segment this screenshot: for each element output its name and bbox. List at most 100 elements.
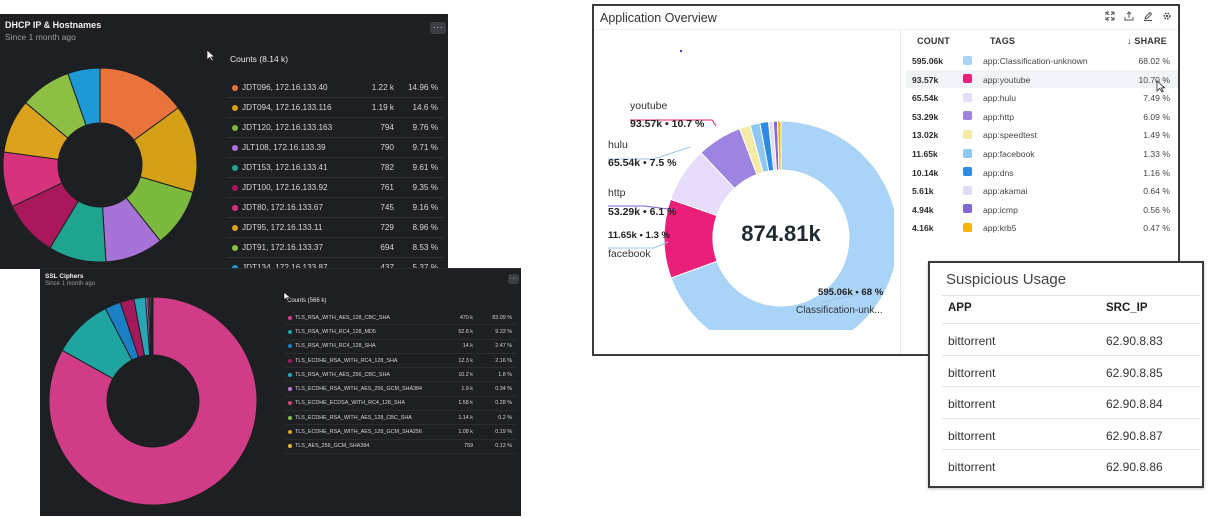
app-table-row[interactable]: 5.61k app:akamai 0.64 % — [906, 181, 1178, 200]
ssl-legend-label: TLS_ECDHE_RSA_WITH_RC4_128_SHA — [295, 357, 398, 364]
dhcp-more-button[interactable]: ··· — [430, 22, 446, 34]
edit-icon[interactable] — [1142, 10, 1153, 21]
ssl-legend-label: TLS_RSA_WITH_RC4_128_MD5 — [295, 328, 376, 335]
app-row-count: 10.14k — [912, 167, 939, 178]
app-row-tag: app:youtube — [983, 74, 1031, 85]
slice-label-http-name: http — [608, 187, 626, 199]
app-row-tag: app:speedtest — [983, 130, 1037, 141]
ssl-legend-swatch — [288, 415, 292, 420]
ssl-legend-swatch — [288, 430, 292, 435]
suspicious-title: Suspicious Usage — [946, 271, 1067, 288]
ssl-legend-row[interactable]: TLS_AES_256_GCM_SHA384 759 0.13 % — [285, 440, 517, 454]
dhcp-legend-count: 694 — [380, 243, 394, 252]
dhcp-legend-swatch — [232, 244, 238, 251]
ssl-legend-swatch — [288, 372, 292, 377]
ssl-legend-row[interactable]: TLS_RSA_WITH_AES_128_CBC_SHA 470 k 83.09 % — [285, 311, 517, 326]
ssl-legend-row[interactable]: TLS_ECDHE_ECDSA_WITH_RC4_128_SHA 1.58 k 0.… — [285, 397, 517, 412]
app-row-count: 93.57k — [912, 74, 939, 85]
app-row-count: 4.16k — [912, 223, 934, 234]
ssl-legend-label: TLS_ECDHE_ECDSA_WITH_RC4_128_SHA — [295, 400, 405, 407]
app-table-row[interactable]: 13.02k app:speedtest 1.49 % — [906, 125, 1178, 144]
dhcp-legend-count: 794 — [380, 123, 394, 132]
app-table-row[interactable]: 53.29k app:http 6.09 % — [906, 107, 1178, 126]
dhcp-legend-swatch — [232, 204, 238, 211]
dhcp-legend-label: JLT108, 172.16.133.39 — [242, 143, 326, 152]
ssl-legend-row[interactable]: TLS_ECDHE_RSA_WITH_AES_256_GCM_SHA384 1.9… — [285, 383, 517, 397]
app-row-swatch — [963, 111, 972, 121]
app-table-row[interactable]: 11.65k app:facebook 1.33 % — [906, 144, 1178, 163]
suspicious-table-row[interactable]: bittorrent 62.90.8.85 — [942, 354, 1200, 387]
app-table-row[interactable]: 10.14k app:dns 1.16 % — [906, 163, 1178, 182]
gear-icon[interactable] — [1161, 10, 1172, 21]
app-row-share: 0.56 % — [1143, 204, 1170, 215]
suspicious-row-src-ip: 62.90.8.86 — [1106, 460, 1163, 474]
ssl-slice-0[interactable] — [48, 296, 258, 506]
dhcp-legend-count: 745 — [380, 203, 394, 212]
ssl-legend-percent: 2.16 % — [495, 357, 512, 364]
app-total-value: 874.81k — [741, 221, 821, 246]
dhcp-legend-row[interactable]: JDT153, 172.16.133.41 782 9.61 % — [226, 158, 444, 178]
app-row-swatch — [963, 185, 972, 195]
dhcp-legend-row[interactable]: JDT094, 172.16.133.116 1.19 k 14.6 % — [226, 98, 444, 118]
app-slice-9[interactable] — [776, 120, 782, 171]
ssl-legend-percent: 0.34 % — [495, 386, 512, 393]
app-row-count: 65.54k — [912, 93, 939, 104]
ssl-legend-row[interactable]: TLS_RSA_WITH_AES_256_CBC_SHA 10.2 k 1.8 % — [285, 368, 517, 383]
slice-label-youtube-name: youtube — [630, 100, 668, 112]
ssl-legend-row[interactable]: TLS_RSA_WITH_RC4_128_MD5 52.8 k 9.33 % — [285, 325, 517, 340]
dhcp-legend-percent: 5.37 % — [413, 263, 439, 272]
col-header-share[interactable]: ↓ SHARE — [1127, 36, 1167, 46]
suspicious-row-src-ip: 62.90.8.85 — [1106, 365, 1163, 380]
dhcp-legend-percent: 9.76 % — [412, 123, 439, 132]
suspicious-table-row[interactable]: bittorrent 62.90.8.83 — [942, 323, 1200, 355]
ssl-legend-row[interactable]: TLS_RSA_WITH_RC4_128_SHA 14 k 2.47 % — [285, 340, 517, 354]
dhcp-slice-9[interactable] — [67, 67, 101, 127]
app-table-row[interactable]: 595.06k app:Classification-unknown 68.02 % — [906, 51, 1178, 70]
suspicious-table-row[interactable]: bittorrent 62.90.8.86 — [942, 449, 1200, 481]
suspicious-table-row[interactable]: bittorrent 62.90.8.84 — [942, 386, 1200, 418]
dhcp-legend-label: JDT096, 172.16.133.40 — [242, 83, 328, 92]
app-row-count: 13.02k — [912, 130, 939, 141]
app-row-count: 5.61k — [912, 186, 934, 197]
export-icon[interactable] — [1123, 10, 1134, 21]
app-table-row[interactable]: 93.57k app:youtube 10.70 % — [906, 69, 1178, 89]
app-row-share: 1.33 % — [1143, 149, 1170, 159]
col-header-app[interactable]: APP — [948, 302, 972, 314]
dhcp-legend-swatch — [232, 164, 238, 171]
ssl-legend-row[interactable]: TLS_ECDHE_RSA_WITH_RC4_128_SHA 12.3 k 2.16… — [285, 354, 517, 369]
expand-icon[interactable] — [1104, 10, 1115, 21]
dhcp-legend-row[interactable]: JDT80, 172.16.133.67 745 9.16 % — [226, 198, 444, 218]
app-table-row[interactable]: 4.94k app:icmp 0.56 % — [906, 200, 1178, 219]
app-row-tag: app:krb5 — [983, 223, 1017, 234]
dhcp-legend-swatch — [232, 104, 238, 111]
dhcp-subtitle: Since 1 month ago — [5, 32, 76, 42]
dhcp-legend-count: 761 — [380, 183, 394, 192]
ssl-legend-swatch — [288, 387, 292, 392]
dhcp-legend-row[interactable]: JDT95, 172.16.133.11 729 8.96 % — [226, 218, 444, 238]
app-table-row[interactable]: 4.16k app:krb5 0.47 % — [906, 218, 1178, 237]
dhcp-legend-row[interactable]: JDT91, 172.16.133.37 694 8.53 % — [226, 238, 444, 258]
app-row-swatch — [963, 55, 972, 65]
dhcp-legend-row[interactable]: JLT108, 172.16.133.39 790 9.71 % — [226, 138, 444, 158]
col-header-count[interactable]: COUNT — [917, 36, 950, 46]
dhcp-legend-swatch — [232, 184, 238, 191]
dhcp-legend-row[interactable]: JDT100, 172.16.133.92 761 9.35 % — [226, 178, 444, 198]
col-header-src-ip[interactable]: SRC_IP — [1106, 302, 1148, 314]
dhcp-legend-row[interactable]: JDT096, 172.16.133.40 1.22 k 14.96 % — [226, 78, 444, 98]
dhcp-legend-row[interactable]: JDT120, 172.16.133.163 794 9.76 % — [226, 118, 444, 138]
ssl-legend-row[interactable]: TLS_ECDHE_RSA_WITH_AES_128_CBC_SHA 1.14 k… — [285, 411, 517, 426]
app-table-row[interactable]: 65.54k app:hulu 7.49 % — [906, 88, 1178, 107]
suspicious-table-row[interactable]: bittorrent 62.90.8.87 — [942, 417, 1200, 450]
slice-label-http-value: 53.29k • 6.1 % — [608, 206, 677, 218]
suspicious-row-app: bittorrent — [948, 397, 996, 411]
app-slice-0[interactable] — [670, 120, 894, 330]
ssl-legend-percent: 0.2 % — [498, 414, 512, 421]
app-row-share: 6.09 % — [1143, 111, 1170, 122]
app-row-swatch — [963, 167, 972, 177]
col-header-tags[interactable]: TAGS — [990, 36, 1016, 46]
ssl-more-button[interactable]: ··· — [508, 274, 519, 284]
ssl-legend-row[interactable]: TLS_ECDHE_RSA_WITH_AES_128_GCM_SHA256 1.0… — [285, 425, 517, 440]
app-row-tag: app:hulu — [983, 93, 1016, 104]
ssl-slice-9[interactable] — [151, 296, 154, 356]
ssl-legend-percent: 83.09 % — [492, 314, 512, 321]
